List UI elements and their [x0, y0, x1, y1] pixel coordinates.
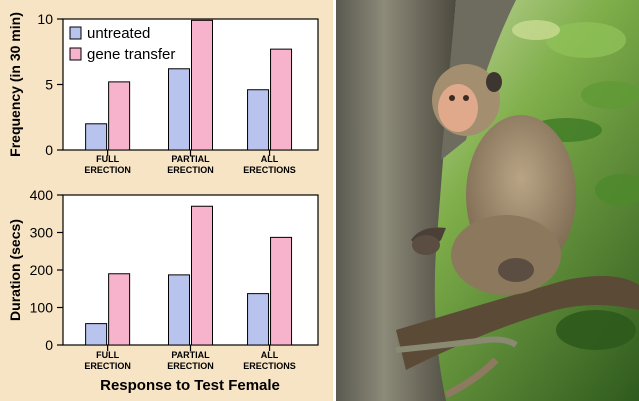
legend-swatch-1 — [69, 26, 82, 40]
macaque-ear — [486, 72, 502, 92]
tree-trunk — [336, 0, 456, 401]
y-axis-label: Frequency (in 30 min) — [7, 12, 23, 157]
macaque-photo-svg — [336, 0, 639, 401]
bar-gene-transfer — [270, 48, 293, 151]
legend-label-2: gene transfer — [87, 46, 175, 63]
macaque-face — [438, 84, 478, 132]
chart-panel: 0 5 10 Frequency (in 30 min) FULL ERECTION PAR… — [0, 0, 333, 401]
y-tick-label: 400 — [30, 187, 54, 203]
x-tick-label: PARTIAL — [171, 154, 210, 164]
x-tick-label: ERECTION — [84, 165, 131, 175]
bar-gene-transfer — [108, 81, 131, 151]
y-tick-label: 10 — [37, 11, 53, 27]
bar-gene-transfer — [191, 19, 213, 151]
bar-untreated — [247, 89, 270, 151]
tree-branch — [396, 276, 639, 370]
x-tick-label: ERECTION — [167, 361, 214, 371]
macaque — [411, 64, 576, 399]
y-tick-label: 300 — [30, 225, 54, 241]
y-tick-label: 5 — [45, 77, 53, 93]
bar-untreated — [85, 323, 108, 346]
x-axis-label: Response to Test Female — [100, 377, 280, 394]
x-tick-label: ALL — [261, 350, 279, 360]
x-tick-label: FULL — [96, 154, 119, 164]
macaque-photo — [336, 0, 639, 401]
bar-untreated — [168, 68, 190, 151]
x-tick-label: ERECTIONS — [243, 361, 296, 371]
bar-gene-transfer — [108, 273, 131, 346]
legend-label-1: untreated — [87, 25, 150, 42]
x-tick-label: ERECTIONS — [243, 165, 296, 175]
bar-gene-transfer — [270, 236, 293, 346]
x-tick-label: FULL — [96, 350, 119, 360]
x-tick-label: ALL — [261, 154, 279, 164]
bar-untreated — [168, 274, 190, 346]
x-tick-label: ERECTION — [167, 165, 214, 175]
y-tick-label: 200 — [30, 262, 54, 278]
bar-untreated — [85, 123, 108, 151]
x-tick-label: PARTIAL — [171, 350, 210, 360]
y-tick-label: 0 — [45, 142, 53, 158]
x-tick-label: ERECTION — [84, 361, 131, 371]
macaque-tail — [444, 357, 499, 399]
y-tick-label: 100 — [30, 300, 54, 316]
macaque-foot — [498, 258, 534, 282]
legend-swatch-2 — [69, 47, 82, 61]
bar-untreated — [247, 293, 270, 346]
y-tick-label: 0 — [45, 337, 53, 353]
bar-gene-transfer — [191, 205, 213, 346]
macaque-legs — [451, 215, 561, 295]
y-axis-label: Duration (secs) — [7, 219, 23, 321]
